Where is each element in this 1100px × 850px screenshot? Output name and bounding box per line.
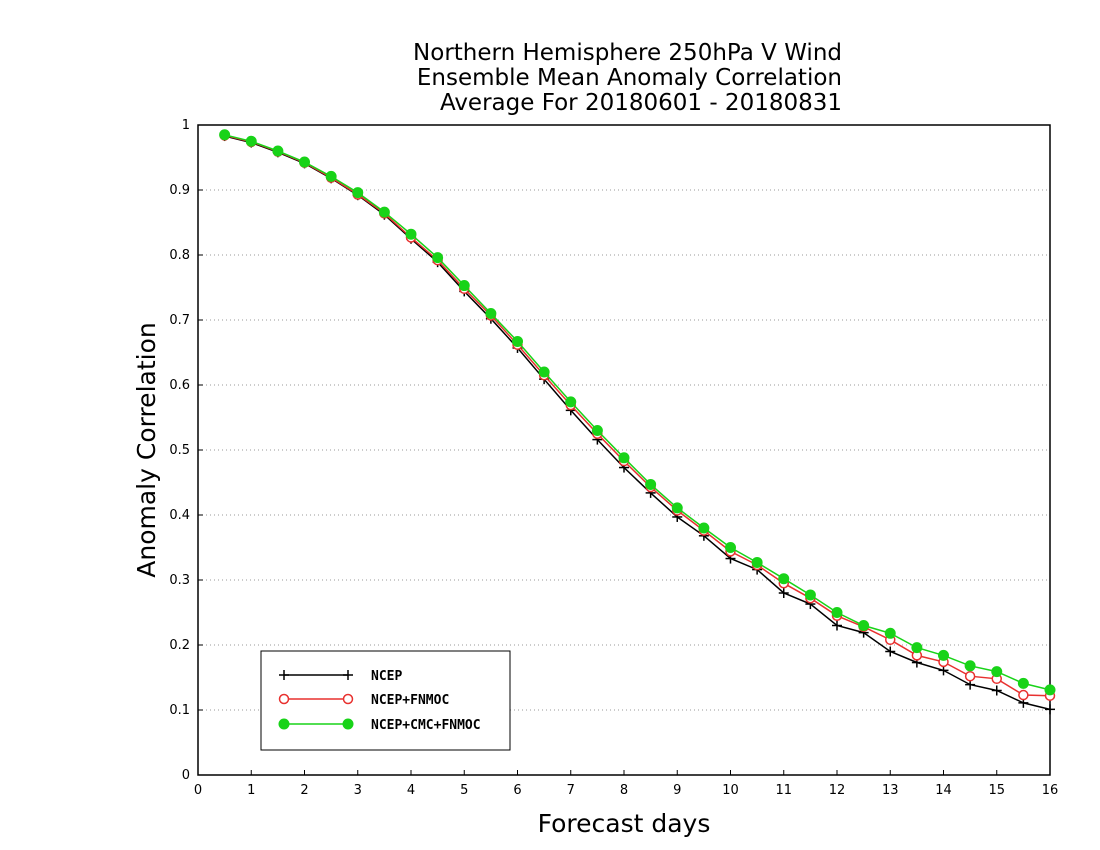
x-tick-label: 9 bbox=[673, 783, 681, 798]
x-tick-label: 4 bbox=[407, 783, 415, 798]
y-tick-label: 1 bbox=[182, 118, 190, 133]
data-point bbox=[751, 556, 763, 568]
y-axis-label: Anomaly Correlation bbox=[132, 322, 161, 577]
legend-item: NCEP bbox=[279, 669, 402, 684]
x-tick-label: 7 bbox=[567, 783, 575, 798]
data-point bbox=[432, 252, 444, 264]
data-point bbox=[911, 642, 923, 654]
data-point bbox=[405, 228, 417, 240]
data-point bbox=[858, 620, 870, 631]
y-tick-label: 0.5 bbox=[169, 443, 190, 458]
data-point bbox=[1018, 689, 1029, 701]
data-point bbox=[725, 542, 736, 553]
data-point bbox=[352, 187, 364, 199]
data-point bbox=[591, 425, 603, 436]
data-point bbox=[1017, 677, 1029, 689]
title-line-3: Average For 20180601 - 20180831 bbox=[440, 90, 842, 116]
data-point bbox=[279, 670, 289, 680]
data-point bbox=[342, 693, 354, 705]
y-tick-label: 0.9 bbox=[169, 183, 190, 198]
data-point bbox=[219, 129, 231, 141]
legend-label: NCEP bbox=[371, 669, 402, 684]
series-line bbox=[224, 135, 1051, 711]
data-point bbox=[884, 627, 896, 639]
data-point bbox=[991, 666, 1003, 678]
data-point bbox=[778, 588, 789, 598]
title-line-2: Ensemble Mean Anomaly Correlation bbox=[417, 65, 842, 91]
x-tick-label: 3 bbox=[354, 783, 362, 798]
data-point bbox=[565, 396, 577, 408]
series-ncep bbox=[219, 131, 1055, 715]
x-tick-label: 5 bbox=[460, 783, 468, 798]
legend: NCEP NCEP+FNMOC NCEP+CMC+FNMOC bbox=[260, 650, 511, 751]
legend-item: NCEP+CMC+FNMOC bbox=[278, 718, 481, 733]
data-point bbox=[272, 145, 284, 157]
x-tick-label: 10 bbox=[722, 783, 739, 798]
data-point bbox=[698, 522, 710, 534]
data-point bbox=[1045, 704, 1055, 715]
data-point bbox=[645, 478, 657, 490]
data-point bbox=[512, 335, 523, 347]
data-point bbox=[831, 607, 843, 618]
series-line bbox=[224, 134, 1051, 697]
legend-item: NCEP+FNMOC bbox=[278, 693, 449, 708]
data-point bbox=[342, 718, 354, 730]
series-line bbox=[224, 134, 1051, 691]
x-tick-label: 1 bbox=[247, 783, 255, 798]
x-axis-label: Forecast days bbox=[538, 809, 711, 838]
data-point bbox=[1044, 684, 1056, 696]
y-tick-label: 0.3 bbox=[169, 573, 190, 588]
x-tick-label: 16 bbox=[1042, 783, 1059, 798]
axis-ticks: 00.10.20.30.40.50.60.70.80.910 1 2 3 4 5 6 7 8 9 1… bbox=[169, 118, 1058, 798]
data-point bbox=[964, 670, 976, 682]
series-ncep-fnmoc bbox=[219, 130, 1056, 701]
data-point bbox=[378, 206, 390, 218]
grid bbox=[198, 189, 1050, 711]
y-tick-label: 0.7 bbox=[169, 313, 190, 328]
data-point bbox=[325, 170, 337, 182]
x-tick-label: 0 bbox=[194, 783, 202, 798]
y-tick-label: 0.1 bbox=[169, 703, 190, 718]
data-point bbox=[671, 502, 683, 514]
data-point bbox=[485, 308, 497, 319]
x-tick-label: 8 bbox=[620, 783, 628, 798]
data-point bbox=[299, 156, 310, 168]
data-point bbox=[938, 649, 949, 661]
data-point bbox=[245, 135, 257, 147]
x-tick-label: 11 bbox=[775, 783, 792, 798]
x-tick-label: 13 bbox=[882, 783, 899, 798]
data-point bbox=[885, 646, 896, 657]
data-point bbox=[964, 660, 976, 672]
data-point bbox=[343, 670, 353, 680]
series-ncep-cmc-fnmoc bbox=[219, 129, 1056, 696]
data-point bbox=[618, 452, 630, 464]
data-point bbox=[991, 685, 1002, 696]
y-tick-label: 0.6 bbox=[169, 378, 190, 393]
legend-label: NCEP+CMC+FNMOC bbox=[371, 718, 481, 733]
y-tick-label: 0 bbox=[182, 768, 190, 783]
x-tick-label: 6 bbox=[513, 783, 521, 798]
x-tick-label: 12 bbox=[829, 783, 846, 798]
legend-label: NCEP+FNMOC bbox=[371, 693, 449, 708]
data-point bbox=[538, 366, 550, 378]
data-point bbox=[832, 620, 842, 631]
data-point bbox=[458, 280, 470, 292]
y-tick-label: 0.8 bbox=[169, 248, 190, 263]
y-tick-label: 0.2 bbox=[169, 638, 190, 653]
legend-box bbox=[260, 650, 511, 751]
x-tick-label: 14 bbox=[935, 783, 952, 798]
x-tick-label: 2 bbox=[300, 783, 308, 798]
series-lines bbox=[219, 129, 1056, 715]
title-line-1: Northern Hemisphere 250hPa V Wind bbox=[413, 40, 842, 66]
data-point bbox=[778, 573, 790, 585]
data-point bbox=[278, 693, 290, 705]
data-point bbox=[278, 718, 290, 730]
data-point bbox=[804, 589, 816, 601]
x-tick-label: 15 bbox=[988, 783, 1005, 798]
chart-title: Northern Hemisphere 250hPa V Wind Ensemb… bbox=[413, 40, 842, 116]
y-tick-label: 0.4 bbox=[169, 508, 190, 523]
